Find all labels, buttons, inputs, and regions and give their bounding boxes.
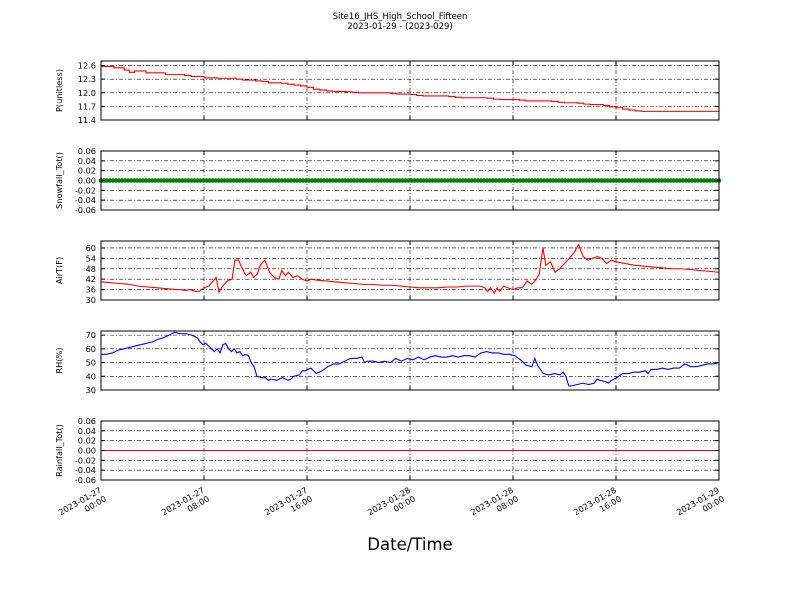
- panel-4-ytick-label: 30: [86, 385, 96, 395]
- panel-3-ytick-label: 36: [86, 285, 96, 295]
- panel-5-ytick-label: -0.02: [75, 455, 96, 465]
- panel-3-ylabel: AirT(F): [54, 257, 64, 284]
- panel-2-ytick-label: 0.04: [78, 156, 96, 166]
- panel-1-ytick-label: 12.3: [78, 74, 96, 84]
- panel-4-ytick-label: 70: [86, 330, 96, 340]
- panel-2-markers: [98, 178, 722, 183]
- figure-title-line1: Site16_JHS_High_School_Fifteen: [333, 12, 468, 22]
- panel-2: 0.060.040.020.00-0.02-0.04-0.06 Snowfall_…: [54, 146, 722, 215]
- panel-1-ytick-label: 12.6: [78, 61, 96, 71]
- panel-3-series-line: [100, 243, 720, 295]
- panel-2-ytick-label: 0.02: [78, 166, 96, 176]
- panel-2-ytick-label: -0.04: [75, 195, 96, 205]
- panel-5-ytick-label: 0.02: [78, 436, 96, 446]
- panel-5-ylabel: Rainfall_Tot(): [54, 424, 64, 477]
- panel-3-ytick-label: 30: [86, 295, 96, 305]
- panel-2-ytick-label: 0.00: [78, 176, 96, 186]
- panel-3-ytick-label: 48: [86, 264, 96, 274]
- panel-2-ytick-label: -0.06: [75, 205, 96, 215]
- panel-2-ytick-label: 0.06: [78, 146, 96, 156]
- panel-4-ytick-label: 60: [86, 344, 96, 354]
- panel-2-ylabel: Snowfall_Tot(): [54, 152, 64, 209]
- panel-1-ytick-label: 11.7: [78, 101, 96, 111]
- panel-1-ytick-label: 11.4: [78, 115, 96, 125]
- panel-5-ytick-label: 0.04: [78, 426, 96, 436]
- panel-4-ytick-label: 40: [86, 371, 96, 381]
- panel-5-ytick-label: -0.06: [75, 475, 96, 485]
- panel-1: 12.6 12.3 12.0 11.7 11.4 P(unitless): [54, 60, 720, 125]
- panel-1-series-line: [101, 65, 719, 112]
- panel-5-ytick-label: 0.00: [78, 446, 96, 456]
- panels: 12.612.312.011.711.4P(unitless)0.060.040…: [54, 60, 722, 485]
- panel-5-ytick-label: 0.06: [78, 416, 96, 426]
- panel-4-ylabel: RH(%): [54, 347, 64, 373]
- panel-5-ytick-label: -0.04: [75, 465, 96, 475]
- panel-1-ylabel: P(unitless): [54, 69, 64, 112]
- panel-4-ytick-label: 50: [86, 358, 96, 368]
- panel-3-ytick-label: 54: [86, 253, 96, 263]
- panel-1-ytick-label: 12.0: [78, 88, 96, 98]
- panel-5: 0.060.040.020.00-0.02-0.04-0.06 Rainfall_…: [54, 416, 720, 485]
- panel-3-ytick-label: 60: [86, 243, 96, 253]
- panel-4-series-line: [101, 331, 720, 387]
- x-axis-label: Date/Time: [367, 535, 452, 554]
- panel-2-ytick-label: -0.02: [75, 185, 96, 195]
- panel-3-ytick-label: 42: [86, 274, 96, 284]
- figure-title-line2: 2023-01-29 - (2023-029): [347, 22, 452, 32]
- panel-4: 70 60 50 40 30 RH(%): [54, 330, 720, 395]
